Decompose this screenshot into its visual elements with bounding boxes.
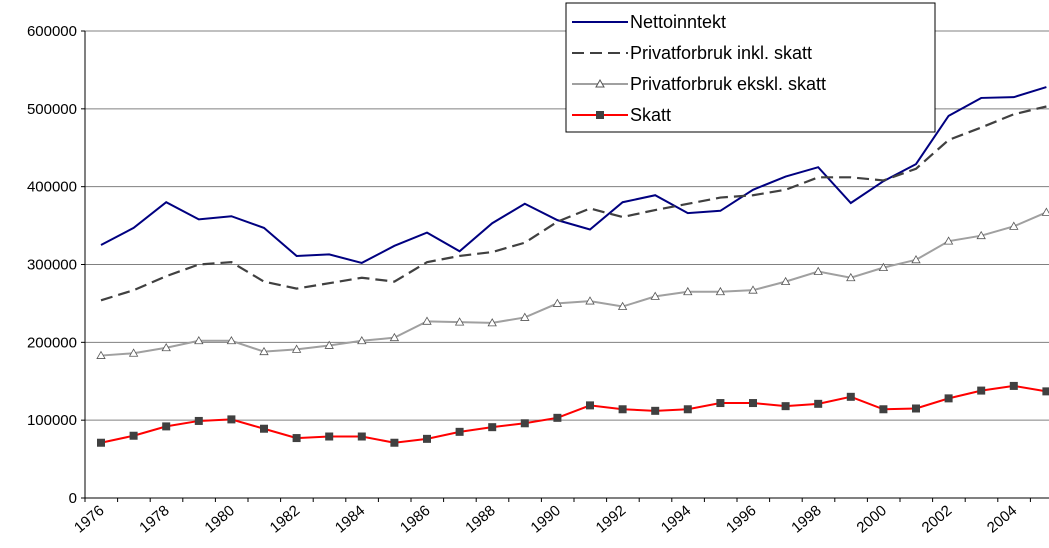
marker <box>1009 221 1019 230</box>
marker <box>715 286 726 296</box>
y-tick-label: 100000 <box>27 412 77 429</box>
marker <box>1041 207 1049 216</box>
marker <box>520 312 530 321</box>
marker <box>552 298 563 307</box>
marker <box>422 316 432 325</box>
legend-box <box>565 2 936 133</box>
marker <box>683 286 693 296</box>
marker <box>553 413 562 422</box>
marker <box>357 432 366 441</box>
marker <box>781 402 790 411</box>
x-tick-label: 1988 <box>462 502 498 536</box>
marker <box>748 285 758 294</box>
marker <box>618 405 627 414</box>
y-tick-label: 200000 <box>27 334 77 351</box>
marker <box>161 342 171 352</box>
x-tick-label: 1984 <box>332 502 368 536</box>
x-tick-label: 2002 <box>919 502 955 536</box>
marker <box>846 272 856 282</box>
marker <box>389 332 400 342</box>
marker <box>259 346 269 356</box>
marker <box>292 434 301 443</box>
y-tick-label: 500000 <box>27 101 77 118</box>
x-tick-label: 1998 <box>788 502 824 536</box>
series-line <box>100 86 1047 265</box>
marker <box>683 405 692 414</box>
marker <box>390 438 399 447</box>
x-tick-label: 1976 <box>71 502 107 536</box>
x-tick-label: 1986 <box>397 502 433 536</box>
marker <box>454 317 465 326</box>
marker <box>162 422 171 431</box>
x-tick-label: 1980 <box>201 502 237 536</box>
marker <box>128 348 139 357</box>
legend-label: Privatforbruk ekskl. skatt <box>630 74 826 94</box>
legend: Nettoinntekt Privatforbruk inkl. skatt Pri… <box>565 2 936 133</box>
legend-label: Skatt <box>630 105 671 125</box>
x-tick-label: 2004 <box>984 502 1020 536</box>
marker <box>194 416 203 425</box>
marker <box>325 432 334 441</box>
legend-marker <box>595 78 605 88</box>
series-line <box>100 384 1047 444</box>
x-tick-label: 1990 <box>527 502 563 536</box>
marker <box>617 301 628 310</box>
y-tick-label: 0 <box>69 490 77 507</box>
marker <box>586 401 594 410</box>
marker <box>97 438 105 447</box>
marker <box>585 296 595 305</box>
legend-marker <box>596 111 604 119</box>
marker <box>226 335 237 345</box>
marker <box>455 427 464 436</box>
marker <box>291 344 302 353</box>
marker <box>814 399 823 408</box>
marker <box>976 230 986 240</box>
marker <box>260 424 268 433</box>
marker <box>879 405 888 414</box>
y-tick-label: 300000 <box>27 257 77 274</box>
marker <box>1009 381 1018 390</box>
marker <box>96 350 106 359</box>
marker <box>520 419 529 428</box>
marker <box>227 415 236 424</box>
x-tick-label: 2000 <box>853 502 889 536</box>
y-tick-label: 400000 <box>27 179 77 196</box>
marker <box>716 399 725 408</box>
marker <box>749 399 757 408</box>
series-line <box>100 211 1047 357</box>
series-line <box>100 105 1047 302</box>
y-tick-label: 600000 <box>27 23 77 40</box>
x-tick-label: 1992 <box>593 502 629 536</box>
marker <box>488 423 497 432</box>
marker <box>846 392 855 401</box>
marker <box>912 404 920 413</box>
x-tick-label: 1996 <box>723 502 759 536</box>
legend-label: Nettoinntekt <box>630 12 726 32</box>
marker <box>977 386 986 395</box>
marker <box>813 266 823 275</box>
marker <box>324 340 334 349</box>
marker <box>650 291 660 300</box>
marker <box>423 434 431 443</box>
marker <box>194 335 204 345</box>
marker <box>1042 387 1049 396</box>
legend-label: Privatforbruk inkl. skatt <box>630 43 812 63</box>
marker <box>651 406 660 415</box>
marker <box>911 255 921 264</box>
x-tick-label: 1978 <box>136 502 172 536</box>
x-tick-label: 1994 <box>658 502 694 536</box>
x-tick-label: 1982 <box>267 502 303 536</box>
marker <box>878 262 889 272</box>
marker <box>943 236 954 245</box>
marker <box>780 276 791 286</box>
marker <box>487 318 497 327</box>
marker <box>944 394 953 403</box>
marker <box>357 335 367 345</box>
marker <box>129 431 138 440</box>
